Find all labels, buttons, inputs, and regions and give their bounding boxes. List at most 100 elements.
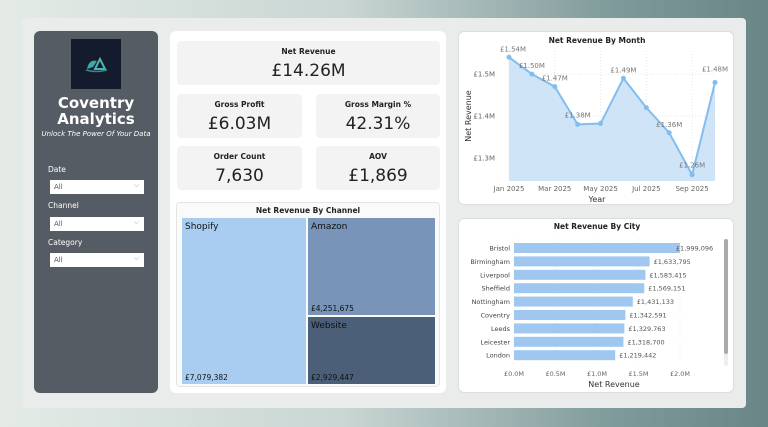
kpi-title: Gross Margin % <box>344 100 412 109</box>
tile-value: £4,251,675 <box>311 304 354 313</box>
data-label: £1,342,591 <box>629 312 666 320</box>
channel-filter-label: Channel <box>48 201 79 210</box>
kpi-order-count: Order Count 7,630 <box>177 146 302 190</box>
chevron-down-icon: ⌵ <box>133 218 139 226</box>
bar-birmingham <box>514 256 650 267</box>
x-axis-title: Net Revenue <box>588 380 640 389</box>
kpi-net-revenue: Net Revenue £14.26M <box>177 41 440 85</box>
kpi-aov: AOV £1,869 <box>316 146 440 190</box>
data-label: £1.50M <box>519 62 545 70</box>
monthly-revenue-chart: Net Revenue By Month £1.3M £1.4M £1.5M Jan 2… <box>464 36 728 204</box>
treemap-tile-amazon[interactable]: Amazon £4,251,675 <box>308 218 435 315</box>
kpi-value: 42.31% <box>345 114 411 134</box>
treemap-tile-website[interactable]: Website £2,929,447 <box>308 317 435 384</box>
data-point <box>689 172 695 178</box>
category-label: Leicester <box>481 338 511 346</box>
date-filter-label: Date <box>48 165 66 174</box>
kpi-gross-profit: Gross Profit £6.03M <box>177 94 302 138</box>
channel-filter-value: All <box>54 220 63 228</box>
date-filter-value: All <box>54 183 63 191</box>
data-label: £1.36M <box>656 121 682 129</box>
chevron-down-icon: ⌵ <box>133 254 139 262</box>
y-tick-label: £1.5M <box>473 71 495 79</box>
category-label: Bristol <box>489 245 510 253</box>
bar-bristol <box>514 243 680 253</box>
city-revenue-card: Net Revenue By City £0.0M £0.5M £1.0M £1.5M £… <box>458 218 734 393</box>
kpi-value: £6.03M <box>207 114 272 134</box>
y-tick-label: £1.3M <box>473 154 495 162</box>
chart-title: Net Revenue By Month <box>549 36 646 45</box>
chart-title: Net Revenue By Channel <box>255 206 361 215</box>
kpi-title: AOV <box>369 152 387 161</box>
x-tick-label: Sep 2025 <box>675 185 708 193</box>
category-filter-value: All <box>54 256 63 264</box>
data-label: £1,583,415 <box>649 271 686 279</box>
sidebar: Coventry Analytics Unlock The Power Of Yo… <box>34 31 158 393</box>
x-axis-title: Year <box>588 195 607 204</box>
category-filter-label: Category <box>48 238 83 247</box>
data-label: £1,633,795 <box>654 258 691 266</box>
data-label: £1,329,763 <box>628 325 665 333</box>
bar-london <box>514 350 616 361</box>
data-label: £1.48M <box>702 65 728 73</box>
category-label: London <box>486 352 510 360</box>
tile-label: Website <box>311 321 347 331</box>
x-tick-label: £0.0M <box>504 370 524 378</box>
tile-label: Shopify <box>185 222 219 232</box>
kpi-value: £14.26M <box>271 61 346 81</box>
area-fill <box>509 57 715 181</box>
series-line <box>508 56 716 178</box>
bar-nottingham <box>514 296 633 307</box>
tagline: Unlock The Power Of Your Data <box>41 130 151 138</box>
x-tick-label: Mar 2025 <box>538 185 571 193</box>
x-tick-label: £1.5M <box>628 370 648 378</box>
x-tick-label: £2.0M <box>670 370 690 378</box>
company-logo <box>71 39 121 89</box>
kpi-value: £1,869 <box>348 166 408 186</box>
data-point <box>506 54 512 60</box>
logo-mark-icon <box>85 56 108 73</box>
category-label: Liverpool <box>480 271 510 279</box>
channel-filter-dropdown[interactable]: All ⌵ <box>50 217 144 231</box>
data-label: £1.26M <box>679 162 705 170</box>
data-label: £1,431,133 <box>637 298 674 306</box>
monthly-revenue-card: Net Revenue By Month £1.3M £1.4M £1.5M Jan 2… <box>458 31 734 205</box>
y-axis-title: Net Revenue <box>464 90 473 142</box>
bar-coventry <box>514 310 626 320</box>
data-label: £1.47M <box>542 75 568 83</box>
category-label: Sheffield <box>482 285 510 293</box>
data-point <box>666 130 672 136</box>
category-filter-dropdown[interactable]: All ⌵ <box>50 253 144 267</box>
bar-leeds <box>514 323 625 334</box>
date-filter-dropdown[interactable]: All ⌵ <box>50 180 144 194</box>
kpi-panel: Net Revenue £14.26M Gross Profit £6.03M Gr… <box>170 31 446 393</box>
kpi-value: 7,630 <box>215 166 264 186</box>
chart-title: Net Revenue By City <box>554 222 641 231</box>
data-label: £1,999,096 <box>676 245 713 253</box>
x-tick-label: Jul 2025 <box>631 185 661 193</box>
y-tick-label: £1.4M <box>473 113 495 121</box>
data-point <box>620 75 626 81</box>
category-label: Nottingham <box>472 298 510 306</box>
data-point <box>598 121 604 127</box>
data-point <box>575 121 581 127</box>
brand-name: Coventry Analytics <box>57 94 135 128</box>
category-label: Leeds <box>491 325 511 333</box>
tile-value: £2,929,447 <box>311 373 354 382</box>
tile-value: £7,079,382 <box>185 373 228 382</box>
data-point <box>552 84 558 90</box>
scrollbar-thumb[interactable] <box>724 239 728 354</box>
tile-label: Amazon <box>311 222 348 232</box>
x-tick-label: £0.5M <box>545 370 565 378</box>
channel-treemap: Net Revenue By Channel Shopify £7,079,382… <box>176 202 440 387</box>
chevron-down-icon: ⌵ <box>133 181 139 189</box>
treemap-tile-shopify[interactable]: Shopify £7,079,382 <box>182 218 306 384</box>
category-label: Birmingham <box>470 258 510 266</box>
kpi-title: Order Count <box>213 152 266 161</box>
bar-leicester <box>514 336 624 347</box>
kpi-title: Net Revenue <box>281 47 336 56</box>
data-label: £1,318,700 <box>627 338 664 346</box>
bar-liverpool <box>514 269 646 280</box>
category-label: Coventry <box>480 312 510 320</box>
city-revenue-chart: Net Revenue By City £0.0M £0.5M £1.0M £1.5M £… <box>470 222 728 389</box>
